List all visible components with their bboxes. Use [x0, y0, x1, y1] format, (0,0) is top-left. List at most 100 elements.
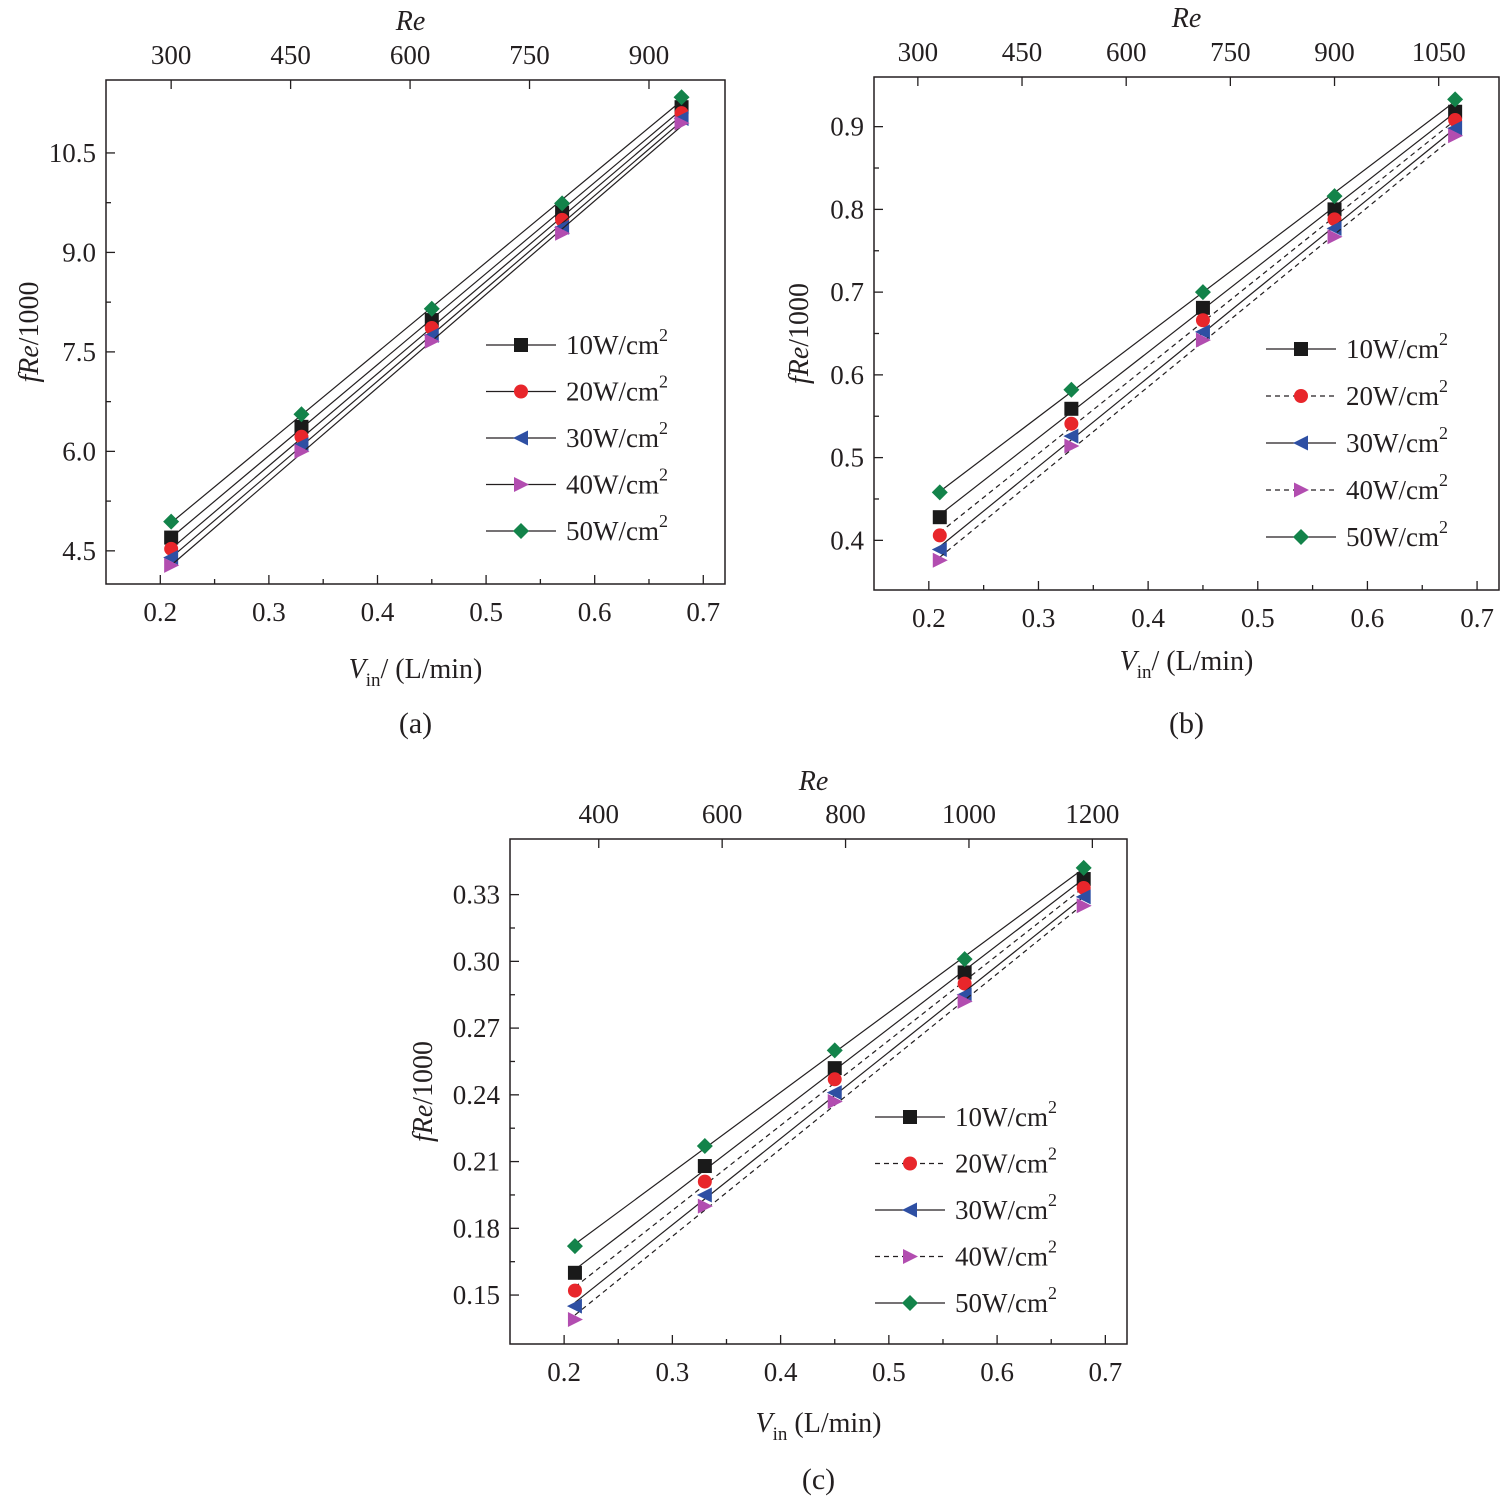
- data-point: [1063, 428, 1079, 444]
- legend-label: 30W/cm2: [955, 1190, 1057, 1225]
- top-tick-label: 450: [1002, 37, 1043, 67]
- top-axis-title: Re: [395, 6, 426, 37]
- data-point: [293, 406, 310, 423]
- y-tick-label: 10.5: [49, 138, 96, 168]
- data-point: [957, 965, 972, 980]
- legend: 10W/cm2 20W/cm2 30W/cm2 40W/cm2 50W/cm2: [486, 325, 668, 546]
- data-point: [1194, 324, 1210, 340]
- x-tick-label: 0.5: [872, 1357, 906, 1387]
- data-point: [1326, 188, 1343, 205]
- data-point: [163, 549, 179, 565]
- data-point: [293, 437, 309, 453]
- data-point: [697, 1198, 713, 1214]
- y-tick-label: 0.27: [453, 1013, 500, 1043]
- data-point: [567, 1312, 583, 1328]
- data-point: [1194, 284, 1211, 301]
- data-point: [567, 1283, 582, 1298]
- top-tick-label: 800: [825, 799, 866, 829]
- legend-marker: [514, 384, 528, 399]
- y-axis-title: fRe/1000: [784, 283, 815, 384]
- top-tick-label: 750: [509, 40, 550, 70]
- fit-line-40W-cm2: [574, 903, 1085, 1316]
- data-point: [957, 976, 972, 991]
- data-point: [827, 1061, 842, 1076]
- top-tick-label: 600: [390, 40, 431, 70]
- y-axis-title: fRe/1000: [14, 281, 45, 382]
- data-point: [294, 419, 309, 434]
- legend-label: 10W/cm2: [955, 1097, 1057, 1132]
- top-tick-label: 900: [1314, 37, 1355, 67]
- data-point: [164, 557, 180, 573]
- fit-line-40W-cm2: [939, 135, 1456, 558]
- data-point: [957, 993, 973, 1009]
- data-point: [566, 1298, 582, 1314]
- legend-label: 50W/cm2: [1346, 517, 1448, 552]
- legend-label: 40W/cm2: [566, 465, 668, 500]
- legend-marker: [903, 1156, 917, 1171]
- fit-line-50W-cm2: [170, 100, 682, 524]
- legend-label: 50W/cm2: [955, 1283, 1057, 1318]
- x-tick-label: 0.4: [361, 597, 395, 627]
- data-point: [423, 300, 440, 317]
- data-point: [164, 530, 179, 545]
- x-tick-label: 0.3: [1022, 603, 1056, 633]
- data-point: [932, 510, 947, 525]
- y-tick-label: 7.5: [62, 337, 96, 367]
- y-tick-label: 0.6: [830, 360, 864, 390]
- x-tick-label: 0.7: [1088, 1357, 1122, 1387]
- x-tick-label: 0.4: [764, 1357, 798, 1387]
- data-point: [827, 1072, 842, 1087]
- top-tick-label: 750: [1210, 37, 1251, 67]
- legend-marker: [514, 477, 529, 492]
- data-point: [1064, 416, 1079, 431]
- data-point: [1064, 401, 1079, 416]
- y-tick-label: 0.5: [830, 443, 864, 473]
- legend-label: 30W/cm2: [566, 418, 668, 453]
- x-tick-label: 0.5: [469, 597, 503, 627]
- legend-marker: [1293, 435, 1308, 451]
- legend-marker: [513, 430, 528, 446]
- x-tick-label: 0.2: [547, 1357, 581, 1387]
- legend: 10W/cm2 20W/cm2 30W/cm2 40W/cm2 50W/cm2: [1266, 329, 1448, 552]
- top-axis-title: Re: [1171, 3, 1202, 34]
- legend-label: 20W/cm2: [955, 1144, 1057, 1179]
- y-tick-label: 9.0: [62, 237, 96, 267]
- data-point: [697, 1159, 712, 1174]
- y-tick-label: 0.33: [453, 880, 500, 910]
- legend-label: 30W/cm2: [1346, 423, 1448, 458]
- x-tick-label: 0.7: [1460, 603, 1494, 633]
- top-tick-label: 300: [151, 40, 192, 70]
- legend-marker: [514, 338, 528, 352]
- fit-line-20W-cm2: [574, 886, 1085, 1288]
- legend-label: 50W/cm2: [566, 511, 668, 546]
- data-point: [956, 951, 973, 968]
- x-axis-title: Vin/ (L/min): [1120, 646, 1254, 683]
- legend-label: 10W/cm2: [1346, 329, 1448, 364]
- data-point: [294, 443, 310, 459]
- legend-label: 40W/cm2: [1346, 470, 1448, 505]
- x-axis-title: Vin/ (L/min): [349, 654, 483, 691]
- y-tick-label: 0.21: [453, 1147, 500, 1177]
- x-tick-label: 0.7: [686, 597, 720, 627]
- top-tick-label: 1050: [1412, 37, 1466, 67]
- data-point: [1063, 381, 1080, 398]
- data-point: [1064, 438, 1080, 454]
- data-point: [424, 333, 440, 349]
- data-point: [567, 1265, 582, 1280]
- legend-marker: [513, 523, 529, 539]
- data-point: [696, 1138, 713, 1155]
- top-tick-label: 300: [898, 37, 939, 67]
- top-tick-label: 1000: [942, 799, 996, 829]
- top-tick-label: 900: [629, 40, 670, 70]
- chart-panel-a: 0.2 0.3 0.4 0.5 0.6 0.7 4.5 6.0 7.5 9.0 10.5 300 450…: [14, 6, 726, 740]
- legend-label: 20W/cm2: [566, 372, 668, 407]
- data-point: [931, 541, 947, 557]
- top-tick-label: 600: [702, 799, 743, 829]
- fit-line-50W-cm2: [939, 100, 1456, 492]
- top-tick-label: 1200: [1065, 799, 1119, 829]
- data-point: [554, 195, 571, 212]
- legend-label: 40W/cm2: [955, 1237, 1057, 1272]
- top-tick-label: 450: [270, 40, 311, 70]
- y-tick-label: 0.9: [830, 112, 864, 142]
- y-tick-label: 4.5: [62, 536, 96, 566]
